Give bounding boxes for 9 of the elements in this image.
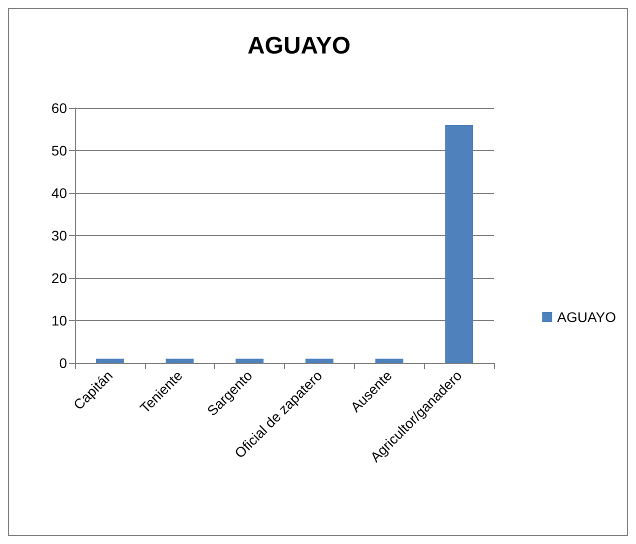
y-tick-label: 40 bbox=[51, 185, 68, 201]
y-tick-label: 60 bbox=[51, 100, 68, 116]
chart-title: AGUAYO bbox=[247, 32, 351, 60]
legend-label: AGUAYO bbox=[557, 309, 616, 325]
y-tick-label: 10 bbox=[51, 312, 68, 328]
y-tick-label: 30 bbox=[51, 228, 68, 244]
y-tick-label: 0 bbox=[59, 355, 68, 371]
y-tick-label: 50 bbox=[51, 142, 68, 158]
y-tick-label: 20 bbox=[51, 270, 68, 286]
